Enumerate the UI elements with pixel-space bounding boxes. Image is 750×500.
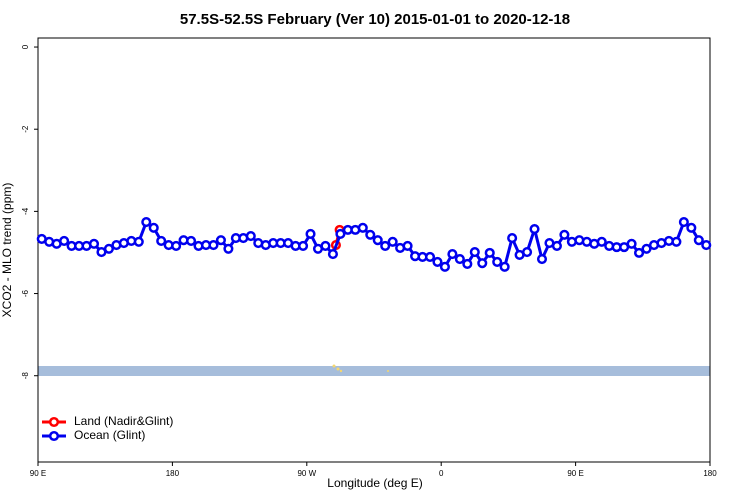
data-point: [626, 238, 637, 249]
data-point: [469, 247, 480, 258]
data-point: [701, 240, 712, 251]
data-point: [499, 261, 510, 272]
data-point: [432, 256, 443, 267]
data-point: [215, 235, 226, 246]
data-point: [223, 243, 234, 254]
x-tick-label: 180: [166, 469, 180, 478]
data-point: [686, 222, 697, 233]
legend-label: Land (Nadir&Glint): [74, 414, 173, 428]
y-tick-label: -4: [21, 207, 30, 215]
x-tick-label: 90 E: [567, 469, 583, 478]
data-point: [522, 247, 533, 258]
data-point: [298, 240, 309, 251]
legend-label: Ocean (Glint): [74, 428, 145, 442]
y-axis-label: XCO2 - MLO trend (ppm): [0, 183, 14, 318]
y-tick-label: 0: [21, 44, 30, 49]
data-point: [148, 222, 159, 233]
x-axis-label: Longitude (deg E): [327, 476, 422, 490]
data-point: [492, 256, 503, 267]
plot-frame: [37, 37, 711, 463]
chart-title: 57.5S-52.5S February (Ver 10) 2015-01-01…: [180, 11, 570, 28]
x-tick-label: 180: [703, 469, 717, 478]
data-point: [387, 236, 398, 247]
y-tick-label: -8: [21, 372, 30, 380]
y-tick-label: -2: [21, 125, 30, 133]
data-point: [634, 247, 645, 258]
data-point: [559, 229, 570, 240]
data-point: [641, 243, 652, 254]
data-point: [693, 235, 704, 246]
data-point: [424, 251, 436, 263]
map-dot: [336, 367, 340, 371]
map-strip: [38, 366, 710, 376]
data-point: [536, 253, 548, 265]
data-point: [103, 243, 114, 254]
data-point: [551, 240, 562, 251]
data-point: [596, 236, 607, 247]
legend-marker: [48, 416, 60, 428]
data-point: [454, 253, 465, 265]
data-point: [365, 229, 376, 240]
data-point: [245, 230, 256, 242]
data-point: [320, 240, 331, 251]
data-point: [671, 236, 682, 247]
data-point: [477, 258, 488, 269]
data-point: [156, 235, 167, 247]
x-tick-label: 90 E: [30, 469, 46, 478]
data-point: [507, 233, 518, 244]
data-point: [133, 236, 144, 247]
data-point: [141, 217, 152, 228]
data-point: [380, 240, 391, 251]
x-tick-label: 0: [439, 469, 444, 478]
data-point: [335, 228, 346, 240]
data-point: [678, 217, 689, 228]
data-point: [529, 223, 540, 235]
data-point: [327, 249, 338, 260]
data-point: [305, 228, 316, 240]
data-point: [171, 240, 182, 251]
data-point: [88, 238, 100, 249]
data-point: [402, 240, 413, 251]
data-point: [447, 249, 458, 260]
data-point: [357, 222, 368, 233]
x-tick-label: 90 W: [297, 469, 316, 478]
data-point: [59, 235, 70, 247]
data-point: [186, 235, 197, 247]
legend-marker: [48, 430, 60, 442]
map-dot: [387, 370, 389, 372]
data-point: [372, 235, 383, 246]
map-dot: [339, 369, 343, 373]
y-tick-label: -6: [21, 289, 30, 297]
data-point: [439, 261, 450, 272]
map-dot: [332, 364, 336, 368]
data-point: [462, 258, 473, 270]
data-point: [484, 247, 495, 258]
data-point: [208, 240, 219, 251]
